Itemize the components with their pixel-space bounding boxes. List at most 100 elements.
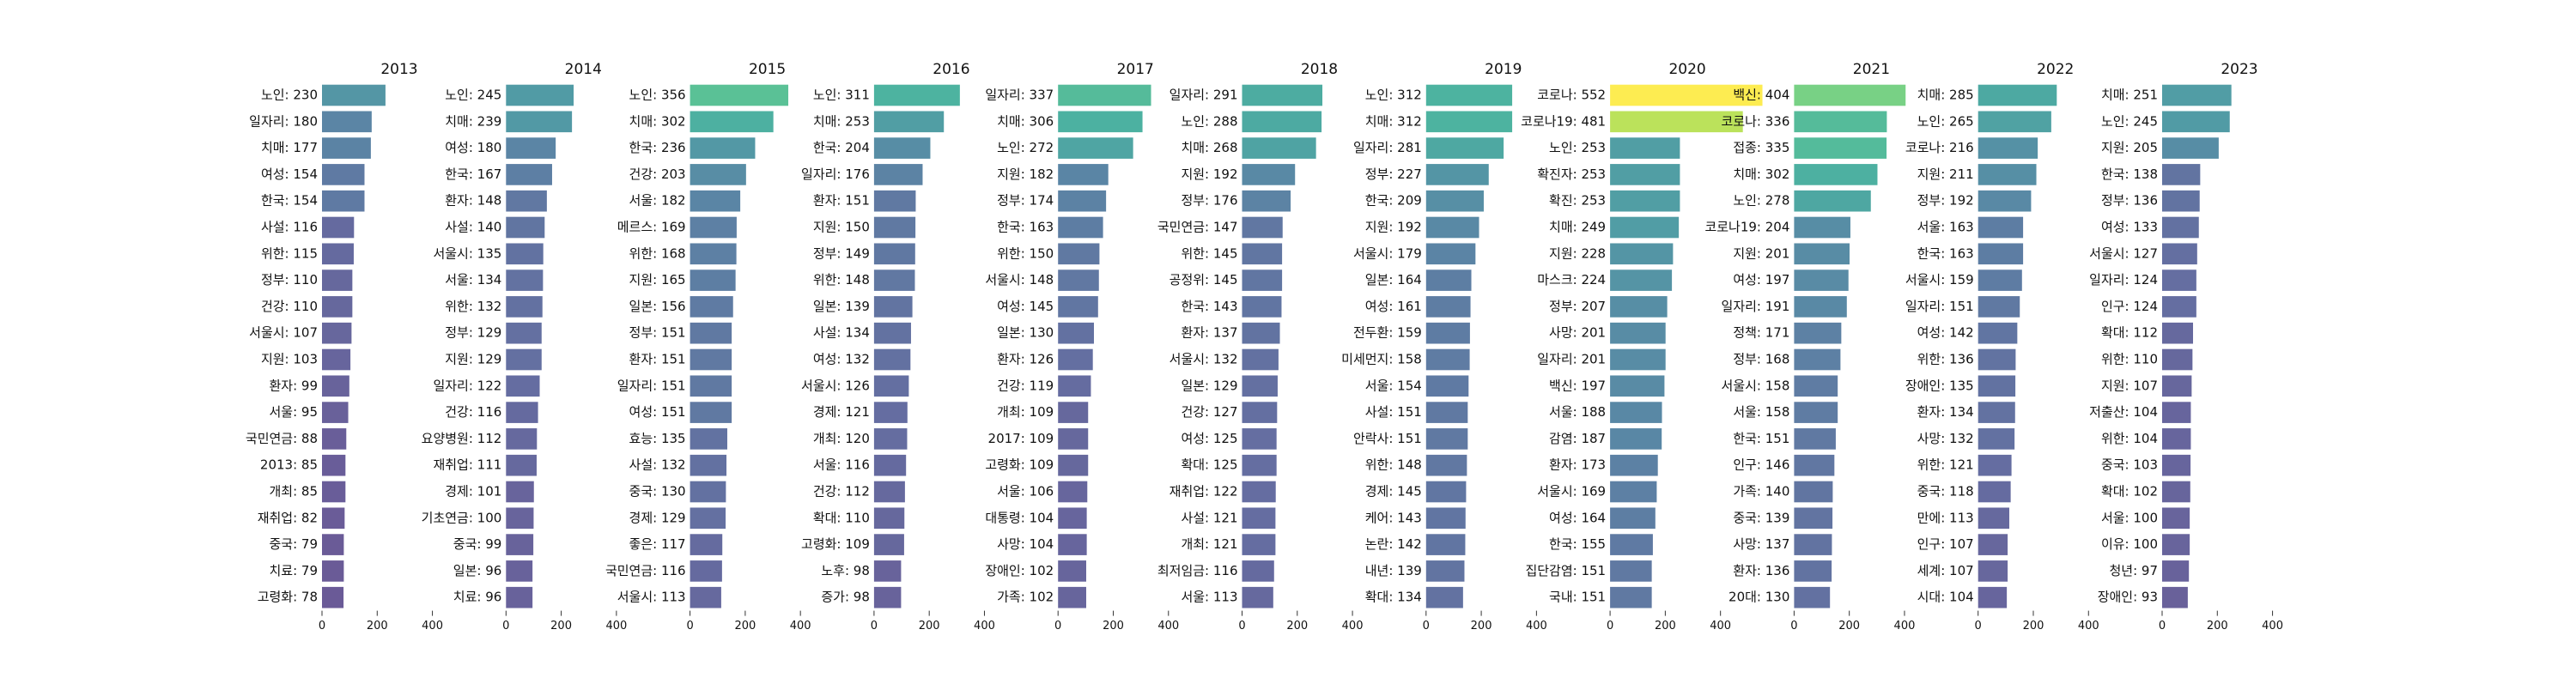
- category-label: 노인: 253: [1549, 140, 1606, 155]
- bar: [506, 137, 556, 159]
- bar: [2162, 269, 2196, 291]
- x-tick-label: 0: [2159, 620, 2166, 632]
- x-tick-label: 0: [871, 620, 878, 632]
- bar: [873, 481, 905, 503]
- panel-title: 2021: [1853, 61, 1890, 78]
- category-label: 경제: 129: [629, 510, 686, 525]
- category-label: 일본: 129: [1181, 378, 1237, 393]
- category-label: 서울시: 148: [985, 272, 1054, 288]
- category-label: 노인: 311: [813, 88, 870, 103]
- bar: [873, 322, 911, 344]
- x-tick-label: 200: [734, 620, 756, 632]
- category-label: 미세먼지: 158: [1341, 352, 1422, 367]
- category-label: 한국: 155: [1549, 536, 1606, 552]
- bar: [1610, 164, 1680, 185]
- category-label: 일본: 139: [813, 299, 870, 314]
- category-label: 여성: 133: [2101, 220, 2158, 235]
- category-label: 백신: 404: [1733, 88, 1789, 103]
- x-tick-label: 400: [790, 620, 811, 632]
- category-label: 개최: 120: [813, 431, 870, 446]
- bar: [1425, 164, 1489, 185]
- bar: [1978, 111, 2051, 133]
- bar: [1242, 269, 1283, 291]
- category-label: 노인: 272: [997, 140, 1054, 155]
- category-label: 건강: 112: [813, 484, 870, 499]
- bar: [506, 534, 534, 555]
- bar: [506, 164, 552, 185]
- bar: [506, 348, 542, 371]
- labels: 2013 0 200 400 노인: 230 일자리: 180 치매: 177 여성: 154…: [246, 61, 2283, 632]
- category-label: 인구: 146: [1733, 457, 1789, 473]
- category-label: 노인: 288: [1181, 113, 1237, 129]
- category-label: 서울시: 132: [1170, 352, 1238, 367]
- category-label: 가족: 140: [1733, 484, 1789, 499]
- x-tick-label: 400: [1894, 620, 1916, 632]
- bar: [1242, 111, 1322, 133]
- bar: [1978, 322, 2018, 344]
- category-label: 지원: 103: [261, 352, 318, 367]
- category-label: 여성: 154: [261, 166, 318, 182]
- category-label: 공정위: 145: [1170, 272, 1238, 288]
- bar: [1242, 243, 1283, 265]
- bar: [1058, 481, 1088, 503]
- bar: [1058, 402, 1089, 423]
- bar: [322, 534, 344, 555]
- category-label: 지원: 192: [1181, 166, 1237, 182]
- bar: [1425, 84, 1513, 106]
- category-label: 치매: 306: [997, 113, 1054, 129]
- category-label: 국민연금: 116: [605, 563, 686, 578]
- category-label: 사설: 116: [261, 220, 318, 235]
- category-label: 여성: 145: [997, 299, 1054, 314]
- category-label: 코로나: 336: [1722, 113, 1790, 129]
- category-label: 서울: 188: [1549, 404, 1606, 420]
- category-label: 재취업: 111: [433, 457, 501, 473]
- category-label: 한국: 163: [1917, 245, 1974, 261]
- bar: [2162, 402, 2191, 423]
- bar: [690, 348, 732, 371]
- bar: [1610, 481, 1657, 503]
- category-label: 정부: 136: [2101, 193, 2158, 209]
- category-label: 위한: 104: [2101, 431, 2158, 446]
- category-label: 치매: 302: [629, 113, 686, 129]
- bar: [1425, 402, 1468, 423]
- bar: [322, 243, 354, 265]
- bar: [1978, 402, 2015, 423]
- bar: [1242, 296, 1282, 318]
- x-tick-label: 200: [1838, 620, 1860, 632]
- category-label: 고령화: 109: [985, 457, 1054, 473]
- category-label: 위한: 121: [1917, 457, 1974, 473]
- category-label: 일자리: 151: [1905, 299, 1974, 314]
- category-label: 지원: 205: [2101, 140, 2158, 155]
- bar: [506, 243, 544, 265]
- category-label: 한국: 236: [629, 140, 686, 155]
- bar: [873, 454, 907, 476]
- category-label: 국민연금: 147: [1157, 220, 1238, 235]
- category-label: 확대: 102: [2101, 484, 2158, 499]
- panel-title: 2022: [2037, 61, 2074, 78]
- category-label: 건강: 203: [629, 166, 686, 182]
- bar: [1058, 507, 1087, 530]
- bar: [690, 84, 789, 106]
- category-label: 여성: 180: [445, 140, 501, 155]
- bar: [1242, 164, 1296, 185]
- x-tick-label: 200: [367, 620, 388, 632]
- category-label: 위한: 132: [445, 299, 501, 314]
- category-label: 경제: 121: [813, 404, 870, 420]
- bar: [1610, 111, 1743, 133]
- category-label: 서울시: 113: [617, 590, 686, 605]
- bar: [1610, 428, 1662, 450]
- category-label: 사망: 137: [1733, 536, 1789, 552]
- x-tick-label: 0: [1054, 620, 1061, 632]
- category-label: 서울: 113: [1181, 590, 1237, 605]
- category-label: 중국: 99: [453, 536, 502, 552]
- bar: [1794, 137, 1887, 159]
- bar: [1058, 296, 1098, 318]
- category-label: 정부: 168: [1733, 352, 1789, 367]
- category-label: 일자리: 337: [985, 88, 1054, 103]
- bar: [506, 560, 533, 582]
- bar: [1610, 137, 1680, 159]
- x-tick-label: 0: [1607, 620, 1613, 632]
- category-label: 저출산: 104: [2089, 404, 2158, 420]
- category-label: 일자리: 122: [433, 378, 501, 393]
- bar: [2162, 164, 2201, 185]
